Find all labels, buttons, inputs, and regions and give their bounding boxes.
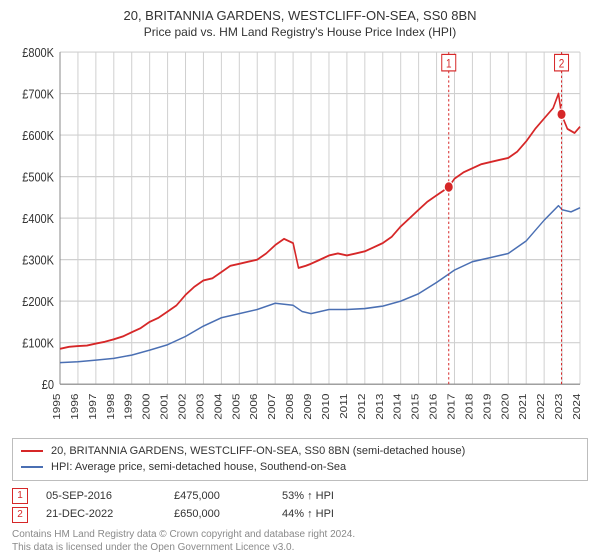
svg-text:2016: 2016 — [428, 394, 439, 420]
x-axis-labels: 1995 1996 1997 1998 1999 2000 2001 2002 2003 2004… — [52, 394, 583, 420]
svg-text:2020: 2020 — [500, 394, 511, 420]
svg-text:1998: 1998 — [106, 394, 117, 420]
svg-text:2001: 2001 — [159, 394, 170, 420]
svg-text:2008: 2008 — [285, 394, 296, 420]
svg-text:2013: 2013 — [375, 394, 386, 420]
svg-text:£100K: £100K — [22, 336, 54, 351]
svg-text:2018: 2018 — [464, 394, 475, 420]
svg-text:2012: 2012 — [357, 394, 368, 420]
sale-marker-1: 1 — [12, 488, 28, 504]
svg-text:2003: 2003 — [195, 394, 206, 420]
sale-marker-2: 2 — [12, 507, 28, 523]
svg-text:2019: 2019 — [482, 394, 493, 420]
legend-label-hpi: HPI: Average price, semi-detached house,… — [51, 459, 346, 476]
svg-text:1999: 1999 — [123, 394, 134, 420]
svg-text:2022: 2022 — [536, 394, 547, 420]
svg-text:1997: 1997 — [88, 394, 99, 420]
svg-text:£800K: £800K — [22, 45, 54, 60]
sale-price: £650,000 — [174, 505, 264, 524]
svg-text:2009: 2009 — [303, 394, 314, 420]
chart-grid — [60, 52, 580, 384]
svg-text:1: 1 — [446, 58, 452, 71]
svg-text:2014: 2014 — [392, 394, 403, 420]
svg-text:2004: 2004 — [213, 394, 224, 420]
chart-title: 20, BRITANNIA GARDENS, WESTCLIFF-ON-SEA,… — [12, 8, 588, 23]
footer-attribution: Contains HM Land Registry data © Crown c… — [12, 528, 588, 554]
chart-subtitle: Price paid vs. HM Land Registry's House … — [12, 25, 588, 39]
svg-text:1996: 1996 — [70, 394, 81, 420]
sale-date: 21-DEC-2022 — [46, 505, 156, 524]
footer-line2: This data is licensed under the Open Gov… — [12, 541, 588, 554]
svg-text:2010: 2010 — [321, 394, 332, 420]
svg-text:£500K: £500K — [22, 169, 54, 184]
svg-text:2021: 2021 — [518, 394, 529, 420]
svg-text:2011: 2011 — [339, 394, 350, 419]
svg-text:2006: 2006 — [249, 394, 260, 420]
svg-text:2015: 2015 — [410, 394, 421, 420]
svg-text:2017: 2017 — [446, 394, 457, 420]
svg-text:£400K: £400K — [22, 211, 54, 226]
svg-text:2005: 2005 — [231, 394, 242, 420]
svg-text:2023: 2023 — [554, 394, 565, 420]
legend-swatch-property — [21, 450, 43, 452]
footer-line1: Contains HM Land Registry data © Crown c… — [12, 528, 588, 541]
chart-series — [60, 94, 580, 363]
sales-table: 1 05-SEP-2016 £475,000 53% ↑ HPI 2 21-DE… — [12, 487, 588, 524]
legend-swatch-hpi — [21, 466, 43, 468]
svg-text:£0: £0 — [42, 377, 55, 392]
svg-text:2024: 2024 — [572, 394, 583, 420]
sale-price: £475,000 — [174, 487, 264, 506]
legend-row-property: 20, BRITANNIA GARDENS, WESTCLIFF-ON-SEA,… — [21, 443, 579, 460]
svg-text:2002: 2002 — [177, 394, 188, 420]
chart-container: 20, BRITANNIA GARDENS, WESTCLIFF-ON-SEA,… — [0, 0, 600, 560]
svg-text:£200K: £200K — [22, 294, 54, 309]
y-axis-labels: £0 £100K £200K £300K £400K £500K £600K £700K £80… — [22, 45, 54, 392]
table-row: 1 05-SEP-2016 £475,000 53% ↑ HPI — [12, 487, 588, 506]
legend-row-hpi: HPI: Average price, semi-detached house,… — [21, 459, 579, 476]
sale-date: 05-SEP-2016 — [46, 487, 156, 506]
legend-label-property: 20, BRITANNIA GARDENS, WESTCLIFF-ON-SEA,… — [51, 443, 465, 460]
table-row: 2 21-DEC-2022 £650,000 44% ↑ HPI — [12, 505, 588, 524]
svg-text:2007: 2007 — [267, 394, 278, 420]
svg-text:£300K: £300K — [22, 252, 54, 267]
chart-legend: 20, BRITANNIA GARDENS, WESTCLIFF-ON-SEA,… — [12, 438, 588, 481]
svg-text:2000: 2000 — [141, 394, 152, 420]
chart-plot-area: £0 £100K £200K £300K £400K £500K £600K £700K £80… — [12, 45, 588, 434]
chart-svg: £0 £100K £200K £300K £400K £500K £600K £700K £80… — [12, 45, 588, 434]
sale-pct: 44% ↑ HPI — [282, 505, 372, 524]
svg-text:£600K: £600K — [22, 128, 54, 143]
svg-text:1995: 1995 — [52, 394, 63, 420]
sale-pct: 53% ↑ HPI — [282, 487, 372, 506]
svg-text:£700K: £700K — [22, 86, 54, 101]
svg-text:2: 2 — [559, 58, 565, 71]
